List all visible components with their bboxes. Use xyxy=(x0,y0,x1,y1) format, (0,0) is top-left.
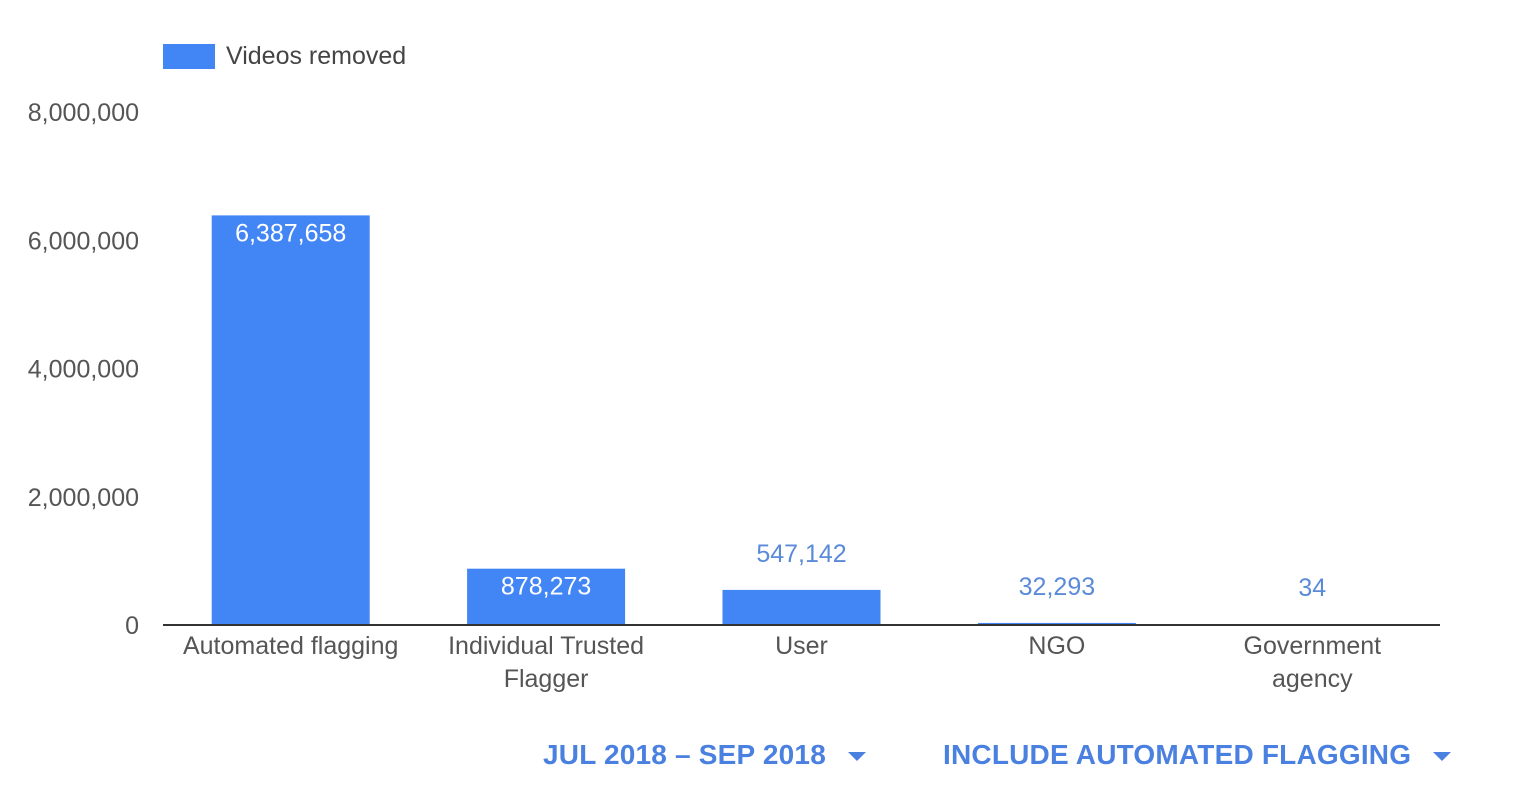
bar xyxy=(467,568,626,625)
filter-label: INCLUDE AUTOMATED FLAGGING xyxy=(943,739,1412,770)
y-tick-label: 0 xyxy=(125,612,139,640)
x-tick-label: NGO xyxy=(1028,632,1085,660)
y-tick-label: 6,000,000 xyxy=(28,227,139,255)
x-tick-label: Flagger xyxy=(504,665,589,693)
data-label: 34 xyxy=(1298,574,1326,602)
y-tick-label: 8,000,000 xyxy=(28,99,139,127)
period-dropdown[interactable]: JUL 2018 – SEP 2018 xyxy=(543,735,866,775)
x-tick-label: User xyxy=(775,632,828,660)
bar-chart: 0 2,000,000 4,000,000 6,000,000 8,000,000 6,3… xyxy=(28,99,1440,693)
data-label: 878,273 xyxy=(501,573,591,601)
legend-label: Videos removed xyxy=(226,42,407,70)
y-tick-label: 4,000,000 xyxy=(28,356,139,384)
bar xyxy=(722,589,881,625)
x-tick-label: Automated flagging xyxy=(183,632,398,660)
x-tick-label: Government xyxy=(1244,632,1382,660)
bar xyxy=(211,215,370,626)
y-tick-label: 2,000,000 xyxy=(28,484,139,512)
legend-swatch xyxy=(163,44,215,69)
data-label: 32,293 xyxy=(1019,573,1095,601)
bar xyxy=(977,622,1136,625)
x-tick-label: agency xyxy=(1272,665,1353,693)
automated-flagging-dropdown[interactable]: INCLUDE AUTOMATED FLAGGING xyxy=(943,735,1452,775)
data-label: 547,142 xyxy=(756,540,846,568)
x-tick-label: Individual Trusted xyxy=(448,632,644,660)
dropdown-arrow-icon xyxy=(1433,751,1452,761)
dropdown-arrow-icon xyxy=(847,751,866,761)
data-label: 6,387,658 xyxy=(235,219,346,247)
period-label: JUL 2018 – SEP 2018 xyxy=(543,739,826,770)
